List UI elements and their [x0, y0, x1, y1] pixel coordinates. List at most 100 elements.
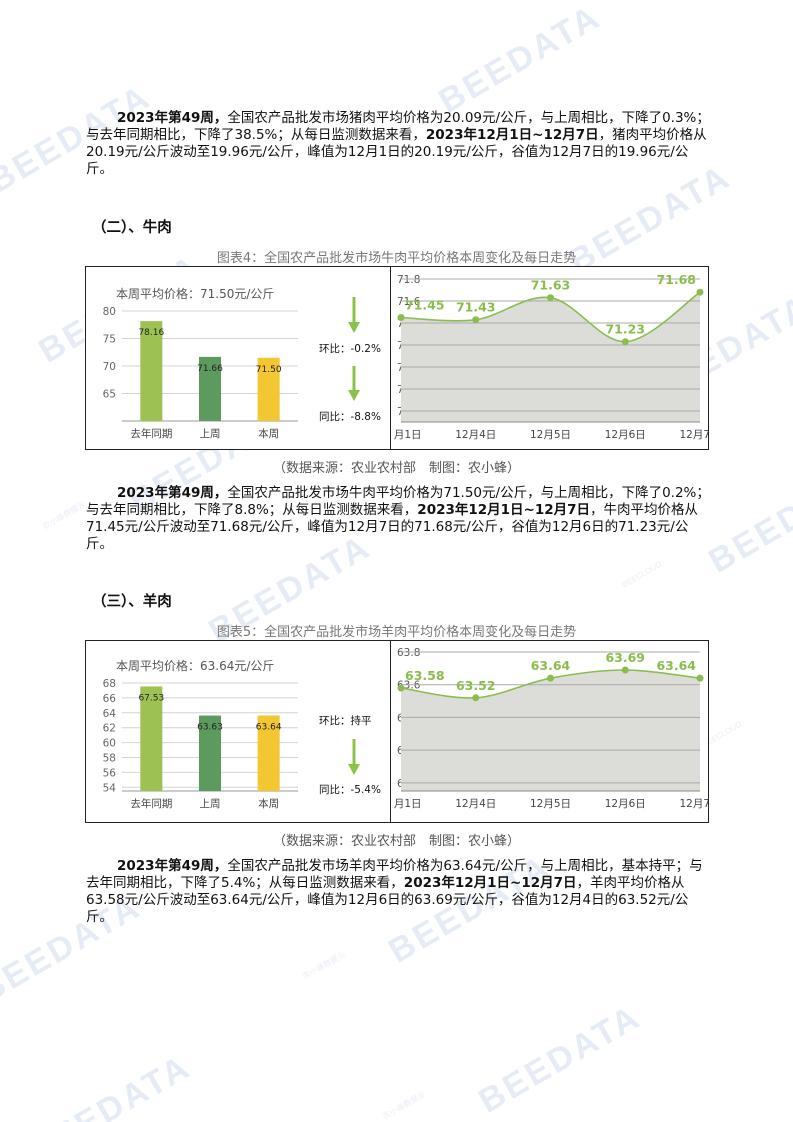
mutton-figure-title: 图表5：全国农产品批发市场羊肉平均价格本周变化及每日走势	[216, 625, 577, 640]
mutton-avg-price-label: 本周平均价格：63.64元/公斤	[116, 659, 275, 673]
beef-bar-bar	[199, 356, 221, 421]
beef-bar-x-tick-label: 上周	[200, 428, 221, 440]
beef-bar-bar	[140, 321, 163, 421]
beef-bar-y-tick-label: 65	[103, 389, 116, 401]
beef-line-y-tick-label: 71.6	[397, 296, 421, 308]
beef-line-data-label: 71.63	[531, 278, 571, 293]
mutton-text-2: ，羊肉平均价格从63.58元/公斤波动至63.64元/公斤，峰值为12月6日的6…	[86, 875, 689, 925]
mutton-line-data-label: 63.52	[456, 678, 496, 693]
mutton-source: （数据来源：农业农村部 制图：农小蜂）	[272, 834, 520, 849]
mutton-bar-panel: 本周平均价格：63.64元/公斤 54 56 58 60 62 64 66 68 67.53 去年…	[86, 641, 391, 822]
beef-line-area	[401, 292, 700, 422]
beef-line-panel: 70.670.87171.271.471.671.871.4512月1日71.4…	[393, 267, 708, 449]
mutton-bar-bar-value-label: 63.63	[197, 723, 223, 733]
pork-week-label: 2023年第49周，	[117, 110, 228, 126]
pork-date-range: 2023年12月1日~12月7日	[425, 127, 599, 143]
beef-bar-bar	[257, 357, 280, 421]
mutton-line-point	[547, 674, 554, 682]
beef-chain-label: 环比：-0.2%	[319, 343, 381, 355]
mutton-line-x-tick-label: 12月4日	[455, 798, 496, 810]
mutton-bar-bar-value-label: 67.53	[138, 694, 164, 704]
beef-bar-y-tick-label: 70	[103, 361, 116, 373]
mutton-chain-label: 环比：持平	[319, 715, 372, 727]
beef-line-point	[696, 288, 704, 296]
mutton-bar-chart: 54 56 58 60 62 64 66 68 67.53 去年同期 63.63 上周 63.64 本周	[103, 678, 360, 810]
mutton-line-point	[696, 674, 704, 682]
mutton-bar-bar	[140, 686, 163, 791]
beef-line-point	[397, 314, 405, 321]
beef-bar-bar-value-label: 71.50	[256, 365, 282, 375]
beef-line-x-tick-label: 12月6日	[605, 429, 646, 441]
watermark: BEEDATA	[22, 1047, 198, 1122]
mutton-paragraph: 2023年第49周，全国农产品批发市场羊肉平均价格为63.64元/公斤，与上周相…	[86, 858, 712, 926]
mutton-line-point	[472, 694, 480, 702]
beef-bar-bar-value-label: 71.66	[197, 364, 223, 374]
beef-yoy-label: 同比：-8.8%	[319, 411, 381, 423]
mutton-section-title: （三）、羊肉	[92, 594, 172, 610]
mutton-bar-x-tick-label: 上周	[200, 798, 221, 810]
beef-line-point	[621, 338, 629, 346]
mutton-line-data-label: 63.64	[656, 658, 696, 673]
mutton-figure: 本周平均价格：63.64元/公斤 54 56 58 60 62 64 66 68 67.53 去年…	[85, 640, 709, 823]
beef-line-x-tick-label: 12月5日	[530, 429, 571, 441]
beef-text-1: 全国农产品批发市场牛肉平均价格为71.50元/公斤，与上周相比，下降了0.2%；…	[86, 485, 710, 518]
beef-text-2: ，牛肉平均价格从71.45元/公斤波动至71.68元/公斤，峰值为12月7日的7…	[86, 502, 699, 552]
mutton-bar-y-tick-label: 64	[103, 708, 117, 720]
mutton-line-area	[401, 669, 700, 791]
mutton-bar-y-tick-label: 68	[103, 678, 116, 690]
beef-source: （数据来源：农业农村部 制图：农小蜂）	[272, 461, 520, 476]
beef-line-x-tick-label: 12月4日	[455, 429, 496, 441]
mutton-yoy-label: 同比：-5.4%	[319, 784, 381, 796]
beef-yoy-arrow-icon-head	[348, 390, 360, 401]
watermark: BEEDATA	[432, 0, 608, 121]
mutton-date-range: 2023年12月1日~12月7日	[403, 875, 577, 891]
mutton-week-label: 2023年第49周，	[117, 858, 228, 874]
watermark-logo: BEECLOUD	[620, 559, 664, 590]
watermark: BEEDATA	[702, 457, 793, 581]
mutton-line-chart: 6363.263.463.663.863.5812月1日63.5212月4日63…	[393, 647, 708, 810]
mutton-text-1: 全国农产品批发市场羊肉平均价格为63.64元/公斤，与上周相比，基本持平；与去年…	[86, 858, 703, 891]
beef-line-data-label: 71.68	[656, 272, 696, 287]
beef-bar-x-tick-label: 去年同期	[130, 427, 172, 440]
beef-bar-x-tick-label: 本周	[258, 427, 279, 440]
mutton-line-x-tick-label: 12月7日	[679, 798, 708, 810]
mutton-bar-y-tick-label: 54	[103, 782, 117, 794]
beef-line-x-tick-label: 12月7日	[679, 429, 708, 441]
mutton-line-data-label: 63.69	[605, 650, 645, 665]
beef-bar-bar-value-label: 78.16	[138, 328, 164, 338]
beef-section-title: （二）、牛肉	[92, 220, 172, 236]
beef-line-data-label: 71.23	[605, 322, 645, 337]
mutton-bar-x-tick-label: 本周	[258, 797, 279, 810]
mutton-line-panel: 6363.263.463.663.863.5812月1日63.5212月4日63…	[393, 641, 708, 822]
mutton-line-data-label: 63.58	[405, 668, 445, 683]
mutton-bar-x-tick-label: 去年同期	[130, 797, 172, 810]
mutton-bar-y-tick-label: 62	[103, 723, 116, 735]
watermark: BEEDATA	[472, 997, 648, 1121]
beef-avg-price-label: 本周平均价格：71.50元/公斤	[116, 287, 275, 301]
beef-figure-title: 图表4：全国农产品批发市场牛肉平均价格本周变化及每日走势	[216, 251, 577, 266]
mutton-bar-y-tick-label: 60	[103, 738, 116, 750]
watermark-logo: 农小蜂数据云	[380, 1089, 428, 1122]
mutton-bar-bar-value-label: 63.64	[256, 722, 282, 732]
mutton-bar-bar	[199, 715, 221, 791]
beef-chain-arrow-icon-head	[348, 322, 360, 333]
pork-paragraph: 2023年第49周，全国农产品批发市场猪肉平均价格为20.09元/公斤，与上周相…	[86, 110, 712, 178]
pork-text-2: ，猪肉平均价格从20.19元/公斤波动至19.96元/公斤，峰值为12月1日的2…	[86, 127, 707, 177]
beef-line-y-tick-label: 71.8	[397, 274, 420, 286]
mutton-bar-bar	[257, 715, 280, 791]
mutton-line-y-tick-label: 63.8	[397, 647, 420, 659]
mutton-line-x-tick-label: 12月5日	[530, 798, 571, 810]
beef-line-x-tick-label: 12月1日	[393, 429, 422, 441]
beef-figure: 本周平均价格：71.50元/公斤 65 70 75 80 78.16 去年同期 71.66 上…	[85, 266, 709, 450]
mutton-bar-y-tick-label: 58	[103, 752, 116, 764]
beef-bar-y-tick-label: 80	[103, 306, 116, 318]
beef-line-chart: 70.670.87171.271.471.671.871.4512月1日71.4…	[393, 272, 708, 441]
watermark-logo: 农小蜂数据云	[300, 949, 348, 982]
mutton-line-x-tick-label: 12月1日	[393, 798, 422, 810]
beef-line-data-label: 71.43	[456, 300, 496, 315]
beef-bar-y-tick-label: 75	[103, 334, 116, 346]
beef-paragraph: 2023年第49周，全国农产品批发市场牛肉平均价格为71.50元/公斤，与上周相…	[86, 485, 712, 553]
watermark-logo: 农小蜂数据云	[40, 499, 88, 532]
mutton-bar-y-tick-label: 56	[103, 767, 117, 779]
mutton-bar-y-tick-label: 66	[103, 693, 117, 705]
